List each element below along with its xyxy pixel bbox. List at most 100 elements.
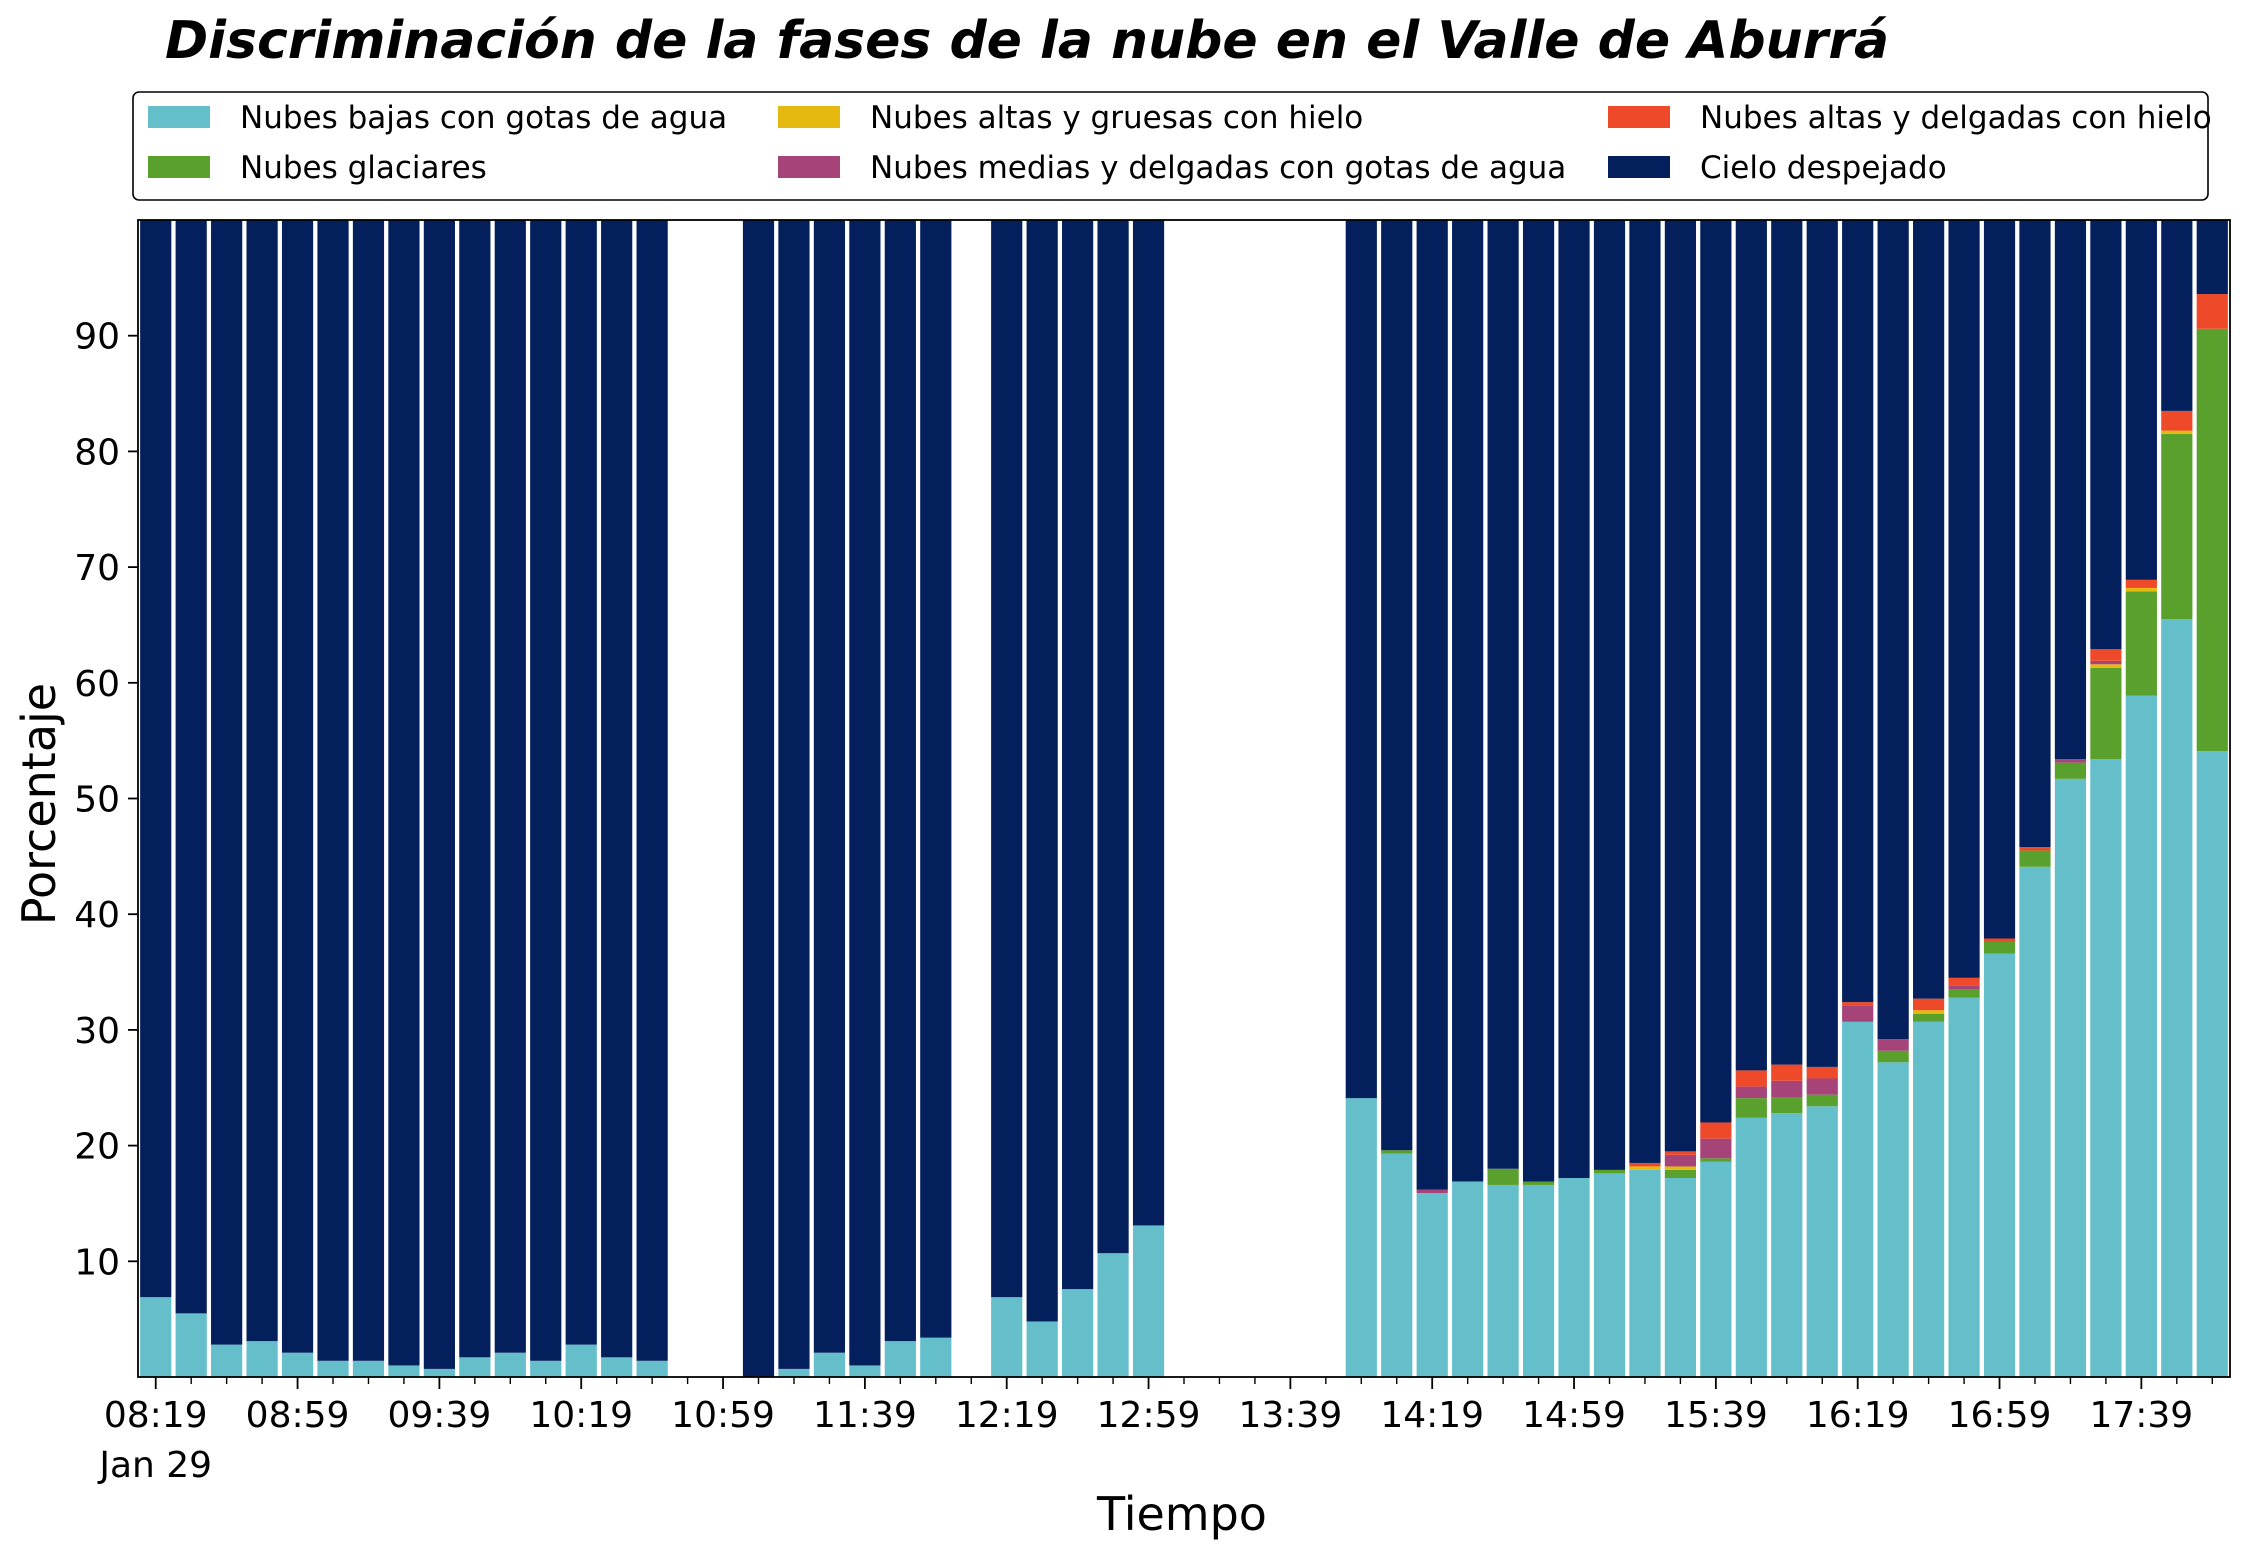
bar-segment-bajas: [849, 1365, 881, 1377]
bar-segment-bajas: [317, 1360, 349, 1377]
bar-segment-glaciares: [2196, 328, 2228, 752]
legend-label-glaciares: Nubes glaciares: [240, 150, 487, 186]
bar-segment-bajas: [1629, 1169, 1661, 1377]
bar-segment-altas_delgadas: [1664, 1151, 1697, 1155]
bar-segment-bajas: [1593, 1173, 1626, 1377]
bar-segment-medias_delgadas: [1664, 1154, 1697, 1167]
bar-segment-despejado: [920, 220, 952, 1338]
bar-segment-altas_delgadas: [1983, 938, 2016, 942]
bar-segment-bajas: [1487, 1184, 1519, 1377]
bar-segment-bajas: [175, 1313, 207, 1377]
bar-segment-glaciares: [2125, 591, 2157, 696]
bar-segment-despejado: [317, 220, 349, 1361]
bar-segment-glaciares: [2019, 850, 2051, 867]
bar-segment-despejado: [778, 220, 810, 1369]
legend-swatch-glaciares: [148, 156, 210, 178]
bar-segment-despejado: [140, 220, 172, 1298]
legend-swatch-medias_delgadas: [778, 156, 840, 178]
bar-segment-altas_gruesas: [1664, 1166, 1697, 1170]
legend-label-altas_gruesas: Nubes altas y gruesas con hielo: [870, 100, 1363, 136]
bar-segment-glaciares: [1593, 1169, 1626, 1174]
y-tick-label: 30: [74, 1011, 120, 1052]
bar-segment-bajas: [140, 1297, 172, 1377]
bar-segment-altas_delgadas: [2019, 847, 2051, 851]
bar-segment-bajas: [530, 1360, 562, 1377]
bar-segment-altas_gruesas: [2125, 587, 2157, 592]
bar-segment-despejado: [175, 220, 207, 1314]
bar-segment-altas_gruesas: [2161, 430, 2193, 435]
y-axis: 10 20 30 40 50 60 70 80 90: [74, 317, 138, 1283]
y-tick-label: 40: [74, 895, 120, 936]
legend-label-medias_delgadas: Nubes medias y delgadas con gotas de agu…: [870, 150, 1566, 186]
bar-segment-altas_gruesas: [2090, 664, 2122, 668]
bar-segment-despejado: [849, 220, 881, 1366]
bar-segment-despejado: [1806, 220, 1838, 1067]
bar-segment-glaciares: [1771, 1097, 1803, 1114]
bar-segment-bajas: [1700, 1161, 1732, 1377]
y-tick-label: 10: [74, 1242, 120, 1283]
bar-segment-medias_delgadas: [1806, 1078, 1838, 1095]
bar-segment-bajas: [2090, 759, 2122, 1377]
x-axis-label: Tiempo: [1096, 1487, 1267, 1541]
bar-segment-bajas: [352, 1360, 385, 1377]
bar-segment-despejado: [1097, 220, 1129, 1254]
bar-segment-bajas: [246, 1341, 278, 1377]
y-axis-label: Porcentaje: [12, 683, 66, 925]
bar-segment-bajas: [2196, 751, 2228, 1377]
bar-segment-glaciares: [1664, 1169, 1697, 1178]
bar-segment-glaciares: [1983, 941, 2016, 954]
bar-segment-despejado: [884, 220, 916, 1342]
bar-segment-bajas: [1735, 1117, 1767, 1377]
x-tick-label: 14:19: [1380, 1395, 1484, 1436]
bar-segment-despejado: [813, 220, 846, 1353]
x-axis: 08:19 08:59 09:39 10:19 10:59 11:39 12:19 12:59…: [97, 1377, 2213, 1486]
bar-segment-bajas: [778, 1368, 810, 1377]
bar-segment-despejado: [423, 220, 455, 1369]
bar-segment-despejado: [1558, 220, 1590, 1178]
bar-segment-glaciares: [1913, 1013, 1945, 1022]
bar-segment-bajas: [1097, 1253, 1129, 1377]
bar-segment-altas_delgadas: [1771, 1064, 1803, 1081]
legend-swatch-altas_gruesas: [778, 106, 840, 128]
bar-segment-glaciares: [1700, 1158, 1732, 1162]
bar-segment-despejado: [1842, 220, 1874, 1003]
legend-swatch-bajas: [148, 106, 210, 128]
legend-swatch-altas_delgadas: [1608, 106, 1670, 128]
bar-segment-despejado: [1522, 220, 1555, 1182]
bar-segment-despejado: [1913, 220, 1945, 999]
bar-segment-despejado: [1664, 220, 1697, 1152]
bar-segment-altas_gruesas: [1629, 1166, 1661, 1170]
bar-segment-altas_delgadas: [1948, 977, 1980, 986]
bar-segment-despejado: [1132, 220, 1165, 1226]
y-tick-label: 80: [74, 432, 120, 473]
bar-segment-bajas: [884, 1341, 916, 1377]
bar-segment-despejado: [1629, 220, 1661, 1163]
bar-segment-medias_delgadas: [1416, 1189, 1448, 1194]
bar-segment-altas_delgadas: [2196, 294, 2228, 329]
legend: Nubes bajas con gotas de agua Nubes glaci…: [132, 91, 2212, 201]
bar-segment-despejado: [1487, 220, 1519, 1169]
bar-segment-altas_delgadas: [1913, 998, 1945, 1011]
bar-segment-altas_gruesas: [1913, 1010, 1945, 1014]
bar-segment-despejado: [565, 220, 597, 1345]
bar-segment-despejado: [2196, 220, 2228, 295]
bar-segment-bajas: [388, 1365, 420, 1377]
bar-segment-medias_delgadas: [1877, 1039, 1909, 1051]
x-tick-label: 08:19: [104, 1395, 208, 1436]
bar-segment-bajas: [2054, 778, 2087, 1377]
bar-segment-despejado: [1700, 220, 1732, 1123]
bar-segment-despejado: [1771, 220, 1803, 1065]
bar-segment-despejado: [1416, 220, 1448, 1190]
bar-segment-glaciares: [1522, 1181, 1555, 1185]
bar-segment-medias_delgadas: [1842, 1005, 1874, 1022]
bar-segment-bajas: [2125, 695, 2157, 1377]
bar-segment-despejado: [246, 220, 278, 1342]
bar-segment-glaciares: [2090, 667, 2122, 760]
bar-segment-despejado: [991, 220, 1023, 1298]
legend-box: [132, 91, 2209, 201]
x-tick-label: 13:39: [1238, 1395, 1342, 1436]
bar-segment-bajas: [1842, 1021, 1874, 1377]
bar-segment-bajas: [1948, 997, 1980, 1377]
bar-segment-glaciares: [1735, 1098, 1767, 1118]
